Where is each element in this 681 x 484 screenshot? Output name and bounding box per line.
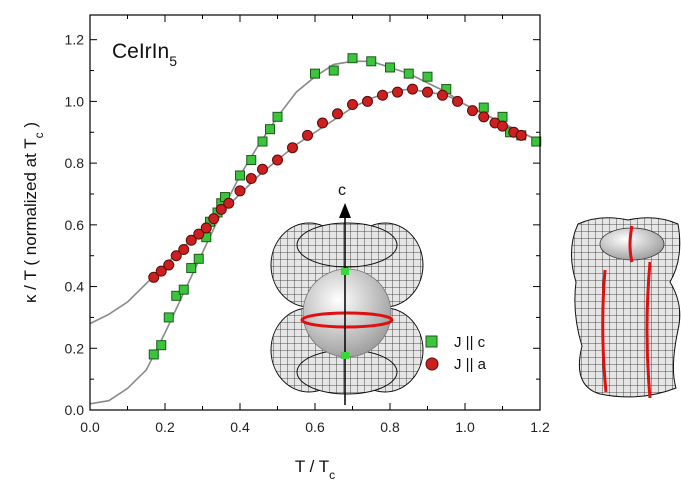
data-point-j-a [234,185,246,197]
data-point-j-a [302,129,313,141]
data-point-j-c [328,65,339,76]
x-tick-label: 1.2 [530,419,550,435]
fermi-surface-sketch [571,217,681,399]
data-point-j-a [347,98,358,110]
data-point-j-c [178,284,189,295]
data-point-j-a [223,197,235,209]
data-point-j-a [407,83,418,95]
y-tick-label: 0.0 [65,402,85,418]
data-point-j-c [310,68,320,79]
data-point-j-c [403,68,414,79]
data-point-j-c [478,102,489,113]
data-point-j-a [362,95,373,107]
x-tick-label: 0.8 [380,419,400,435]
data-point-j-a [163,259,175,271]
gap-structure-inset: c [270,182,424,405]
fermi-surface-red-line-top [628,225,634,263]
data-point-j-a [467,105,478,117]
y-tick-label: 0.4 [65,279,85,295]
c-axis-arrowhead [339,203,351,218]
legend-marker-j-a [425,357,439,371]
data-point-j-a [287,142,298,154]
data-point-j-a [215,203,227,215]
fermi-surface-red-line-left [601,269,608,393]
x-axis-title: T / Tc [295,457,335,482]
data-point-j-c [347,53,358,64]
data-point-j-a [452,95,463,107]
data-markers [148,53,542,360]
data-point-j-c [186,263,197,274]
data-point-j-a [170,250,182,262]
data-point-j-a [515,129,527,141]
y-axis-title: κ / T ( normalized at Tc ) [21,122,46,303]
data-point-j-c [385,62,395,73]
y-tick-label: 0.6 [65,217,85,233]
data-point-j-a [272,154,283,166]
equator-line [300,311,394,329]
data-point-j-a [478,111,490,123]
y-tick-label: 1.2 [65,32,85,48]
data-point-j-c [163,312,174,323]
x-tick-label: 0.6 [305,419,325,435]
y-tick-label: 0.8 [65,155,85,171]
data-point-j-c [257,136,268,147]
c-axis-label: c [338,182,346,199]
legend: J || c J || a [425,334,487,373]
data-point-j-a [148,271,160,283]
data-point-j-a [332,108,343,120]
lower-node-marker [341,352,349,359]
x-tick-label: 1.0 [455,419,475,435]
legend-marker-j-c [425,335,438,348]
x-tick-label: 0.4 [230,419,250,435]
axes: 0.0 0.2 0.4 0.6 0.8 1.0 1.2 0.0 0.2 0.4 0.6 0.8 1.0 1… [21,14,550,482]
chart-title: CeIrIn5 [112,40,177,69]
upper-node-marker [341,268,349,275]
data-point-j-c [171,290,182,301]
data-point-j-c [272,111,283,122]
fermi-surface-red-line-center [645,261,652,399]
data-point-j-c [422,71,433,82]
data-point-j-c [246,155,257,166]
data-point-j-a [497,120,508,132]
data-point-j-a [185,234,197,246]
y-tick-label: 0.2 [65,340,85,356]
y-tick-label: 1.0 [65,93,85,109]
x-tick-label: 0.0 [80,419,100,435]
data-point-j-a [178,244,190,256]
data-point-j-a [208,213,220,225]
data-point-j-a [245,173,257,185]
data-point-j-a [155,265,167,277]
data-point-j-a [200,222,212,234]
data-point-j-a [392,86,403,98]
data-point-j-c [193,253,204,264]
fermi-surface-body [571,217,681,398]
data-point-j-a [317,117,328,129]
data-point-j-c [235,170,245,181]
data-point-j-c [148,349,159,360]
data-point-j-a [377,89,388,101]
data-point-j-c [531,136,542,147]
legend-label: J || a [454,356,487,373]
data-point-j-c [156,340,167,351]
upper-top-lobe [296,222,398,268]
data-point-j-c [366,56,377,67]
data-point-j-a [437,89,448,101]
data-point-j-a [422,86,433,98]
data-point-j-c [265,124,275,135]
x-tick-label: 0.2 [155,419,175,435]
data-point-j-a [257,163,268,175]
legend-label: J || c [454,334,486,351]
data-point-j-a [193,228,205,240]
